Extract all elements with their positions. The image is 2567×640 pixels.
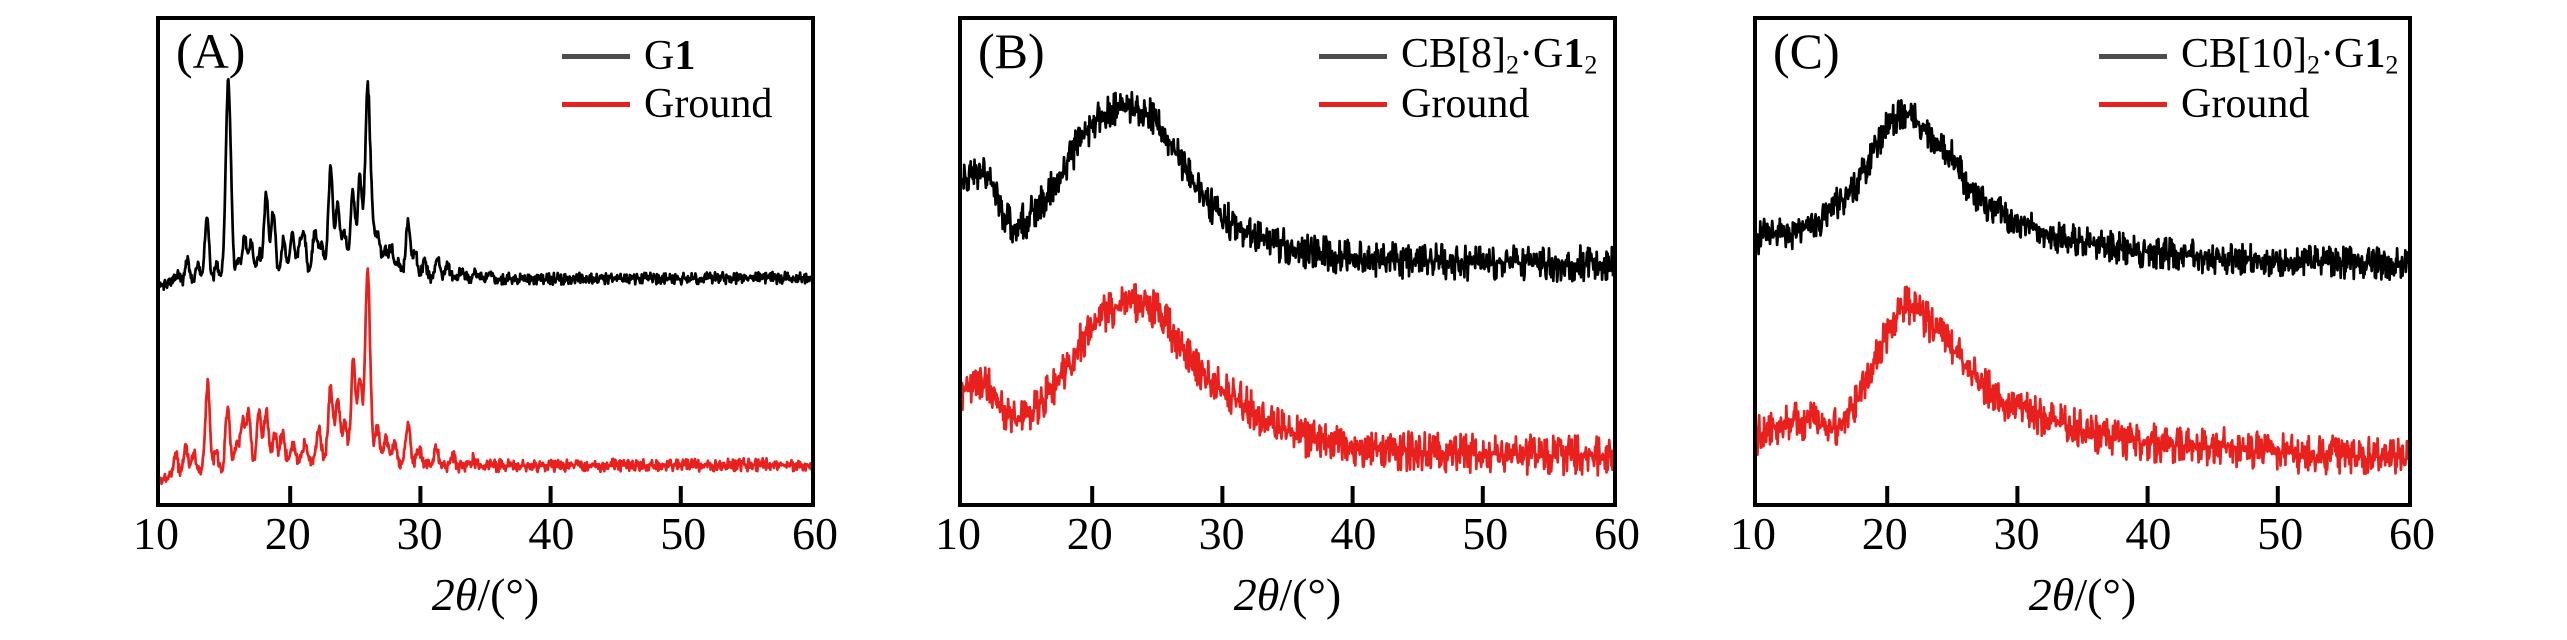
x-tick-label: 20 <box>1861 508 1908 559</box>
panel-label-a: (A) <box>176 23 246 79</box>
x-tick-label: 10 <box>935 508 981 559</box>
x-tick-label: 30 <box>1198 508 1245 559</box>
xrd-trace-plot-b <box>962 90 1613 503</box>
trace-G1 <box>160 77 811 292</box>
trace-Ground <box>160 267 811 486</box>
x-tick-label: 30 <box>396 508 443 559</box>
trace-Ground <box>962 283 1613 477</box>
x-tick-label: 50 <box>1462 508 1509 559</box>
x-tick-label: 50 <box>2257 508 2304 559</box>
x-axis-ticks-c: 10 20 30 40 50 60 <box>1730 508 2435 563</box>
x-tick-label: 40 <box>1330 508 1377 559</box>
trace-Ground <box>1757 285 2408 476</box>
plot-area-c: (C) CB[10]2·G12 Ground <box>1753 16 2412 507</box>
x-axis-ticks-b: 10 20 30 40 50 60 <box>935 508 1640 563</box>
x-tick-label: 20 <box>264 508 311 559</box>
x-tick-label: 10 <box>1730 508 1776 559</box>
plot-area-b: (B) CB[8]2·G12 Ground <box>958 16 1617 507</box>
panel-c: (C) CB[10]2·G12 Ground 10 20 30 40 50 60… <box>1730 0 2435 640</box>
x-axis-title-b: 2θ/(°) <box>1233 569 1342 620</box>
x-tick-label: 60 <box>792 508 838 559</box>
x-tick-label: 60 <box>2389 508 2435 559</box>
x-axis-title-c: 2θ/(°) <box>2028 569 2137 620</box>
x-tick-label: 20 <box>1066 508 1113 559</box>
x-tick-label: 30 <box>1993 508 2040 559</box>
xrd-trace-plot-c <box>1757 99 2408 503</box>
panel-label-b: (B) <box>978 23 1045 79</box>
x-tick-label: 40 <box>528 508 575 559</box>
plot-area-a: (A) G1 Ground <box>156 16 815 507</box>
x-tick-label: 10 <box>133 508 179 559</box>
x-axis-ticks-a: 10 20 30 40 50 60 <box>133 508 838 563</box>
xrd-trace-plot-a <box>160 77 811 503</box>
panel-a: (A) G1 Ground 10 20 30 40 50 60 2θ/(°) <box>133 0 838 640</box>
trace-CB[8]2·G12 <box>962 90 1613 283</box>
x-tick-label: 50 <box>660 508 707 559</box>
panel-b: (B) CB[8]2·G12 Ground 10 20 30 40 50 60 … <box>935 0 1640 640</box>
x-tick-label: 40 <box>2125 508 2172 559</box>
x-tick-label: 60 <box>1594 508 1640 559</box>
trace-CB[10]2·G12 <box>1757 99 2408 282</box>
x-axis-title-a: 2θ/(°) <box>431 569 540 620</box>
panel-label-c: (C) <box>1773 23 1840 79</box>
